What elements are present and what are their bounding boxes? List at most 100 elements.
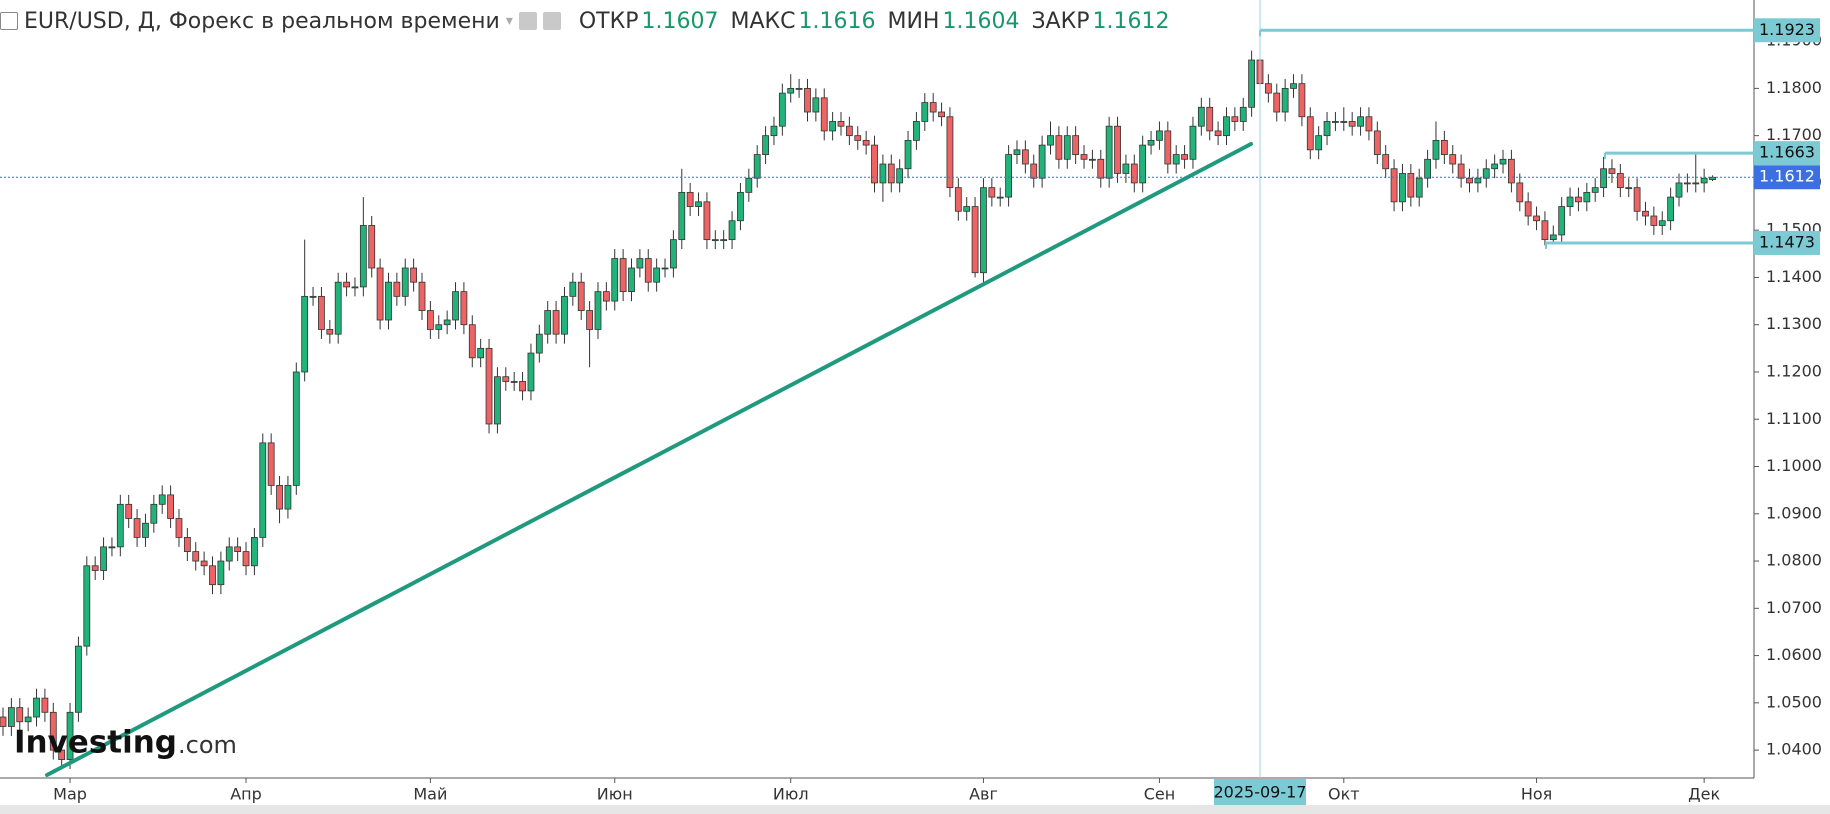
- candle-body: [946, 116, 954, 189]
- header: EUR/USD, Д, Форекс в реальном времени ▾ …: [0, 4, 1176, 38]
- settings-icon[interactable]: [518, 12, 537, 30]
- candle-body: [225, 546, 233, 562]
- candle-body: [1407, 173, 1415, 198]
- x-tick-label: Мар: [53, 785, 87, 804]
- x-tick-label: Дек: [1688, 785, 1720, 804]
- candle-body: [686, 191, 694, 207]
- y-tick-label: 1.1700: [1766, 125, 1822, 144]
- x-tick-label: Апр: [230, 785, 262, 804]
- y-tick-label: 1.1300: [1766, 314, 1822, 333]
- x-tick-label: Июн: [597, 785, 633, 804]
- ohlc-label: ОТКР: [578, 8, 639, 34]
- candle-body: [1583, 191, 1591, 203]
- collapse-icon[interactable]: [0, 12, 18, 30]
- candle-body: [1348, 121, 1356, 127]
- candle-body: [544, 310, 552, 335]
- candle-body: [1432, 139, 1440, 160]
- candle-body: [1147, 139, 1155, 146]
- candle-body: [16, 707, 24, 723]
- candle-body: [1281, 87, 1289, 113]
- y-tick-label: 1.1400: [1766, 267, 1822, 286]
- candle-body: [778, 92, 786, 127]
- candle-body: [1047, 135, 1054, 146]
- candle-body: [988, 187, 996, 198]
- ohlc-item: МАКС 1.1616: [730, 9, 875, 34]
- candle-body: [200, 560, 208, 567]
- candle-body: [1516, 182, 1524, 203]
- candle-body: [1508, 158, 1515, 184]
- gear-icon[interactable]: [542, 12, 561, 30]
- candle-body: [1566, 196, 1574, 207]
- candle-body: [1315, 135, 1323, 151]
- candle-body: [1382, 154, 1390, 170]
- candle-body: [150, 503, 158, 524]
- candle-body: [1013, 149, 1021, 155]
- last-price-tag-bg: [1754, 165, 1820, 190]
- candle-body: [561, 295, 568, 335]
- candle-body: [250, 537, 258, 567]
- candle-body: [695, 201, 702, 207]
- candle-body: [745, 177, 753, 193]
- candle-body: [913, 121, 920, 141]
- candle-body: [1390, 168, 1398, 203]
- candle-body: [628, 267, 635, 293]
- y-tick-label: 1.0900: [1766, 503, 1822, 522]
- ohlc-item: МИН 1.1604: [887, 9, 1019, 34]
- candle-body: [1005, 154, 1012, 198]
- candle-body: [343, 281, 350, 288]
- candle-body: [1340, 121, 1348, 123]
- candle-body: [829, 121, 837, 132]
- candle-body: [1499, 158, 1507, 165]
- candle-body: [1541, 220, 1549, 241]
- candle-body: [611, 258, 619, 302]
- candle-body: [1591, 187, 1599, 193]
- candle-body: [83, 565, 91, 647]
- candle-body: [1373, 130, 1381, 155]
- candle-body: [896, 168, 904, 184]
- ohlc-value: 1.1604: [942, 8, 1020, 34]
- candle-body: [1692, 182, 1700, 185]
- candle-body: [1399, 173, 1406, 203]
- candle-body: [1122, 163, 1130, 174]
- y-tick-label: 1.1100: [1766, 409, 1822, 428]
- dropdown-arrow[interactable]: ▾: [505, 13, 513, 29]
- candle-body: [1600, 168, 1607, 189]
- chart-title: EUR/USD, Д, Форекс в реальном времени: [24, 8, 500, 34]
- candle-body: [795, 87, 803, 90]
- candle-body: [1415, 177, 1423, 198]
- candle-body: [334, 281, 342, 335]
- candle-body: [1558, 206, 1566, 236]
- candle-body: [309, 295, 317, 298]
- candle-body: [1239, 106, 1247, 122]
- candle-body: [854, 135, 862, 141]
- y-tick-label: 1.0600: [1766, 645, 1822, 664]
- candle-body: [1466, 177, 1473, 184]
- x-tick-label: Май: [413, 785, 447, 804]
- candle-body: [1021, 149, 1029, 165]
- candle-body: [1675, 182, 1683, 198]
- candle-body: [167, 494, 175, 519]
- candle-body: [1181, 154, 1188, 160]
- candle-body: [359, 225, 367, 288]
- candle-body: [1575, 196, 1582, 203]
- candle-body: [494, 376, 501, 425]
- candle-body: [996, 196, 1004, 199]
- candle-body: [594, 291, 602, 330]
- candle-body: [1625, 187, 1633, 190]
- candle-body: [753, 154, 761, 179]
- candle-body: [971, 206, 979, 274]
- candle-body: [661, 267, 669, 270]
- candle-body: [602, 291, 610, 302]
- candle-body: [1524, 201, 1532, 217]
- candle-body: [678, 191, 686, 241]
- candle-body: [276, 485, 283, 510]
- candle-body: [510, 381, 518, 383]
- crosshair-label-bg: [1214, 779, 1306, 805]
- candle-body: [1533, 215, 1540, 222]
- candle-body: [1642, 210, 1649, 217]
- candle-body: [326, 329, 334, 335]
- candle-body: [142, 522, 149, 538]
- ohlc-label: ЗАКР: [1031, 8, 1090, 34]
- candle-body: [1616, 173, 1624, 189]
